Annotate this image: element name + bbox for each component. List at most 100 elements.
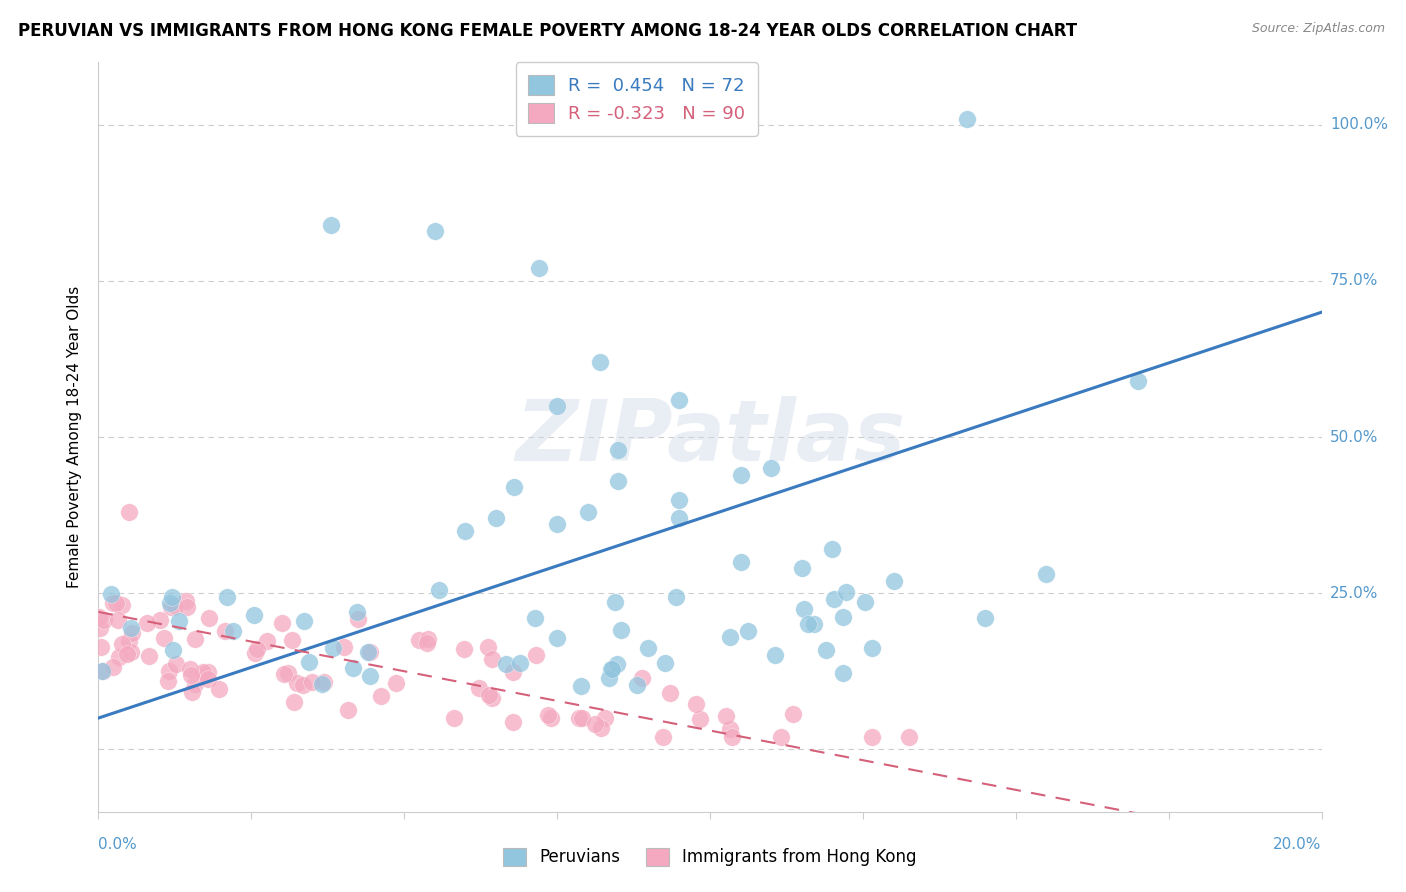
Point — [1035, 567, 1057, 582]
Point — [897, 730, 920, 744]
Point — [104, 597, 127, 611]
Point — [222, 624, 245, 639]
Point — [117, 647, 139, 661]
Point — [298, 656, 321, 670]
Point — [485, 511, 508, 525]
Legend: Peruvians, Immigrants from Hong Kong: Peruvians, Immigrants from Hong Kong — [495, 839, 925, 874]
Point — [730, 555, 752, 569]
Point — [246, 642, 269, 657]
Point — [769, 730, 792, 744]
Point — [418, 632, 440, 646]
Point — [631, 671, 654, 685]
Point — [790, 561, 813, 575]
Point — [135, 616, 157, 631]
Point — [481, 690, 503, 705]
Point — [107, 613, 129, 627]
Point — [89, 621, 111, 635]
Point — [149, 613, 172, 627]
Y-axis label: Female Poverty Among 18-24 Year Olds: Female Poverty Among 18-24 Year Olds — [67, 286, 83, 588]
Point — [319, 218, 342, 232]
Point — [176, 599, 198, 614]
Point — [685, 697, 707, 711]
Point — [443, 711, 465, 725]
Point — [568, 711, 591, 725]
Point — [384, 676, 406, 690]
Text: 20.0%: 20.0% — [1274, 837, 1322, 852]
Point — [658, 686, 681, 700]
Point — [453, 641, 475, 656]
Point — [292, 678, 315, 692]
Point — [782, 706, 804, 721]
Point — [718, 630, 741, 644]
Point — [271, 615, 294, 630]
Point — [803, 616, 825, 631]
Point — [256, 634, 278, 648]
Point — [184, 677, 207, 691]
Point — [111, 637, 134, 651]
Point — [167, 614, 190, 628]
Point — [823, 592, 845, 607]
Point — [626, 678, 648, 692]
Point — [481, 652, 503, 666]
Point — [427, 583, 450, 598]
Point — [283, 694, 305, 708]
Point — [91, 664, 114, 678]
Point — [860, 640, 883, 655]
Point — [546, 399, 568, 413]
Point — [503, 480, 526, 494]
Point — [598, 672, 620, 686]
Point — [546, 631, 568, 645]
Point — [159, 596, 181, 610]
Point — [277, 665, 299, 680]
Point — [603, 595, 626, 609]
Point — [311, 677, 333, 691]
Point — [183, 632, 205, 646]
Point — [138, 649, 160, 664]
Point — [668, 511, 690, 525]
Point — [853, 594, 876, 608]
Point — [495, 657, 517, 672]
Point — [571, 711, 593, 725]
Text: 25.0%: 25.0% — [1330, 586, 1378, 600]
Point — [668, 392, 690, 407]
Point — [763, 648, 786, 663]
Point — [163, 599, 186, 613]
Point — [477, 640, 499, 654]
Point — [292, 614, 315, 628]
Point — [159, 599, 181, 614]
Point — [714, 708, 737, 723]
Point — [591, 721, 613, 735]
Point — [721, 730, 744, 744]
Point — [333, 640, 356, 655]
Text: 100.0%: 100.0% — [1330, 118, 1388, 132]
Point — [423, 224, 446, 238]
Point — [730, 467, 752, 482]
Point — [832, 666, 855, 681]
Text: PERUVIAN VS IMMIGRANTS FROM HONG KONG FEMALE POVERTY AMONG 18-24 YEAR OLDS CORRE: PERUVIAN VS IMMIGRANTS FROM HONG KONG FE… — [18, 22, 1077, 40]
Text: Source: ZipAtlas.com: Source: ZipAtlas.com — [1251, 22, 1385, 36]
Point — [478, 689, 501, 703]
Point — [93, 664, 115, 678]
Point — [737, 624, 759, 639]
Point — [454, 524, 477, 538]
Point — [198, 611, 221, 625]
Point — [285, 676, 308, 690]
Point — [600, 662, 623, 676]
Point — [179, 662, 201, 676]
Point — [181, 684, 204, 698]
Point — [759, 461, 782, 475]
Point — [191, 667, 214, 681]
Text: 75.0%: 75.0% — [1330, 274, 1378, 288]
Point — [191, 665, 214, 679]
Point — [468, 681, 491, 695]
Point — [215, 590, 238, 604]
Point — [862, 730, 884, 744]
Point — [162, 643, 184, 657]
Point — [793, 602, 815, 616]
Text: ZIPatlas: ZIPatlas — [515, 395, 905, 479]
Point — [111, 598, 134, 612]
Point — [796, 616, 818, 631]
Point — [165, 657, 187, 671]
Point — [242, 607, 264, 622]
Point — [814, 643, 837, 657]
